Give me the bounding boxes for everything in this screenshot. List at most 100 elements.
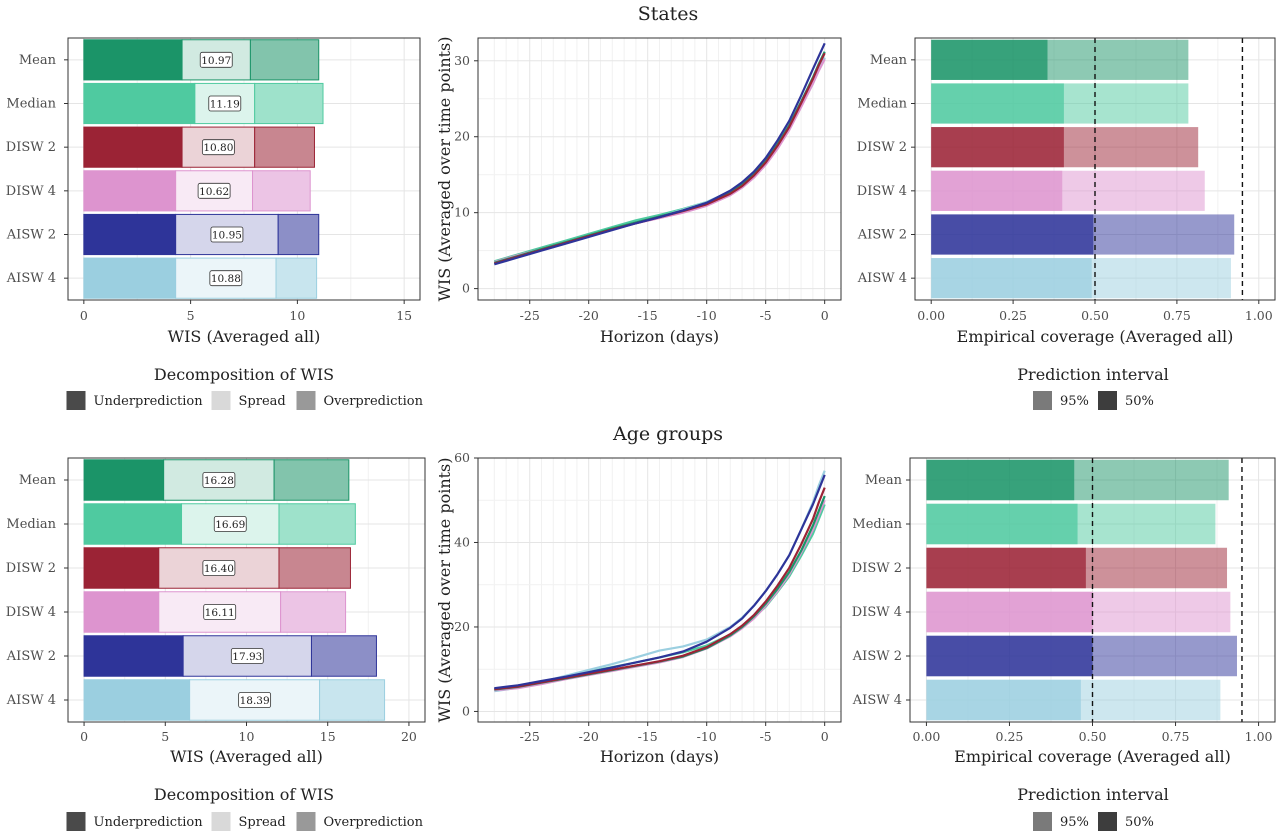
x-tick-label: 5 — [161, 729, 169, 744]
legend-label: Overprediction — [324, 815, 424, 830]
underprediction-bar — [83, 459, 165, 501]
category-label: Mean — [19, 53, 57, 68]
overprediction-bar — [278, 503, 356, 545]
y-tick-label: 10 — [454, 205, 470, 220]
category-label: AISW 2 — [6, 228, 56, 243]
legend-label: 95% — [1060, 394, 1089, 409]
total-label: 10.95 — [212, 230, 242, 242]
coverage-50-bar — [926, 679, 1081, 721]
x-tick-label: 0 — [821, 308, 829, 323]
wis-panel-frame — [67, 37, 421, 301]
overprediction-bar — [278, 547, 351, 589]
coverage-50-bar — [931, 39, 1048, 80]
legend-title: Prediction interval — [1017, 365, 1168, 384]
x-axis-title: WIS (Averaged all) — [168, 327, 321, 346]
coverage-panel-frame — [914, 37, 1276, 301]
coverage-50-bar — [931, 83, 1064, 124]
x-axis-title: Horizon (days) — [600, 747, 719, 766]
x-tick-label: 0 — [80, 729, 88, 744]
x-tick-label: 10 — [289, 308, 305, 323]
x-tick-label: -10 — [697, 308, 717, 323]
coverage-legend-0: Prediction interval 95% 50% — [1017, 365, 1169, 410]
overprediction-bar — [254, 126, 315, 168]
x-tick-label: 15 — [320, 729, 336, 744]
y-tick-label: 40 — [454, 534, 470, 549]
x-tick-label: -5 — [760, 729, 772, 744]
coverage-panel-1: Mean Median DISW 2 DISW 4 AISW 2 AISW 4 0.00 0.… — [852, 457, 1276, 766]
legend-label: Underprediction — [94, 394, 204, 409]
total-label-box — [199, 51, 233, 68]
x-tick-label: -15 — [638, 308, 658, 323]
total-label-box — [230, 648, 264, 664]
legend-label: 50% — [1125, 394, 1154, 409]
x-tick-label: 0.75 — [1162, 729, 1190, 744]
legend-label: Spread — [239, 815, 286, 830]
wis-legend-0: Decomposition of WIS Underprediction Sprea… — [66, 365, 424, 410]
category-label: AISW 4 — [857, 271, 907, 286]
total-label-box — [201, 139, 235, 156]
x-axis-title: Empirical coverage (Averaged all) — [954, 747, 1231, 766]
total-label-box — [203, 604, 237, 620]
underprediction-bar — [83, 635, 184, 677]
legend-key — [296, 812, 316, 831]
total-label: 10.97 — [201, 55, 231, 67]
legend-key — [296, 391, 316, 410]
total-label: 10.80 — [203, 142, 233, 154]
overprediction-bar — [277, 213, 320, 256]
total-label: 17.93 — [232, 651, 262, 663]
legend-key — [211, 812, 231, 831]
legend-title: Decomposition of WIS — [154, 365, 334, 384]
total-label-box — [238, 692, 272, 708]
underprediction-bar — [83, 213, 177, 256]
legend-key — [66, 391, 86, 410]
category-label: DISW 4 — [857, 184, 907, 199]
category-label: Mean — [865, 473, 903, 488]
x-tick-label: 0.00 — [913, 729, 941, 744]
category-label: Median — [6, 97, 56, 112]
legend-title: Decomposition of WIS — [154, 785, 334, 804]
coverage-panel-frame — [909, 457, 1276, 723]
coverage-50-bar — [931, 170, 1063, 211]
legend-key — [1098, 391, 1117, 410]
y-tick-label: 60 — [454, 450, 470, 465]
category-label: AISW 2 — [852, 649, 902, 664]
y-tick-label: 0 — [462, 281, 470, 296]
x-tick-label: 0 — [80, 308, 88, 323]
total-label: 16.40 — [204, 563, 234, 575]
coverage-50-bar — [926, 635, 1093, 677]
legend-label: Spread — [239, 394, 286, 409]
y-tick-label: 0 — [462, 703, 470, 718]
x-tick-label: -25 — [520, 729, 540, 744]
x-axis-title: Horizon (days) — [600, 327, 719, 346]
overprediction-bar — [273, 459, 350, 501]
total-label: 10.88 — [211, 273, 241, 285]
category-label: AISW 2 — [857, 228, 907, 243]
line-panel-frame — [477, 457, 842, 723]
category-label: DISW 4 — [6, 184, 56, 199]
coverage-panel-0: Mean Median DISW 2 DISW 4 AISW 2 AISW 4 0.00 0.… — [857, 37, 1276, 346]
total-label-box — [202, 560, 236, 576]
x-tick-label: 0.00 — [917, 308, 945, 323]
total-label: 10.62 — [199, 186, 229, 198]
legend-key — [1098, 812, 1117, 831]
total-label-box — [202, 472, 236, 488]
wis-decomposition-panel-1: 16.28 Mean 16.69 Median 16.40 DISW 2 16.11 DISW… — [6, 457, 426, 766]
x-tick-label: -25 — [520, 308, 540, 323]
coverage-50-bar — [931, 258, 1092, 299]
underprediction-bar — [83, 503, 183, 545]
underprediction-bar — [83, 39, 183, 81]
coverage-50-bar — [931, 214, 1094, 255]
y-tick-label: 20 — [454, 619, 470, 634]
legend-label: 50% — [1125, 815, 1154, 830]
x-tick-label: 0.50 — [1081, 308, 1109, 323]
underprediction-bar — [83, 257, 177, 299]
legend-key — [66, 812, 86, 831]
wis-decomposition-panel-0: 10.97 Mean 11.19 Median 10.80 DISW 2 10.62 DISW… — [6, 37, 421, 346]
section-title: States — [638, 3, 699, 25]
series-line-aisw-2 — [493, 42, 826, 266]
category-label: DISW 2 — [6, 140, 56, 155]
x-tick-label: 0 — [821, 729, 829, 744]
coverage-50-bar — [926, 503, 1078, 545]
total-label-box — [209, 270, 243, 287]
underprediction-bar — [83, 82, 196, 125]
